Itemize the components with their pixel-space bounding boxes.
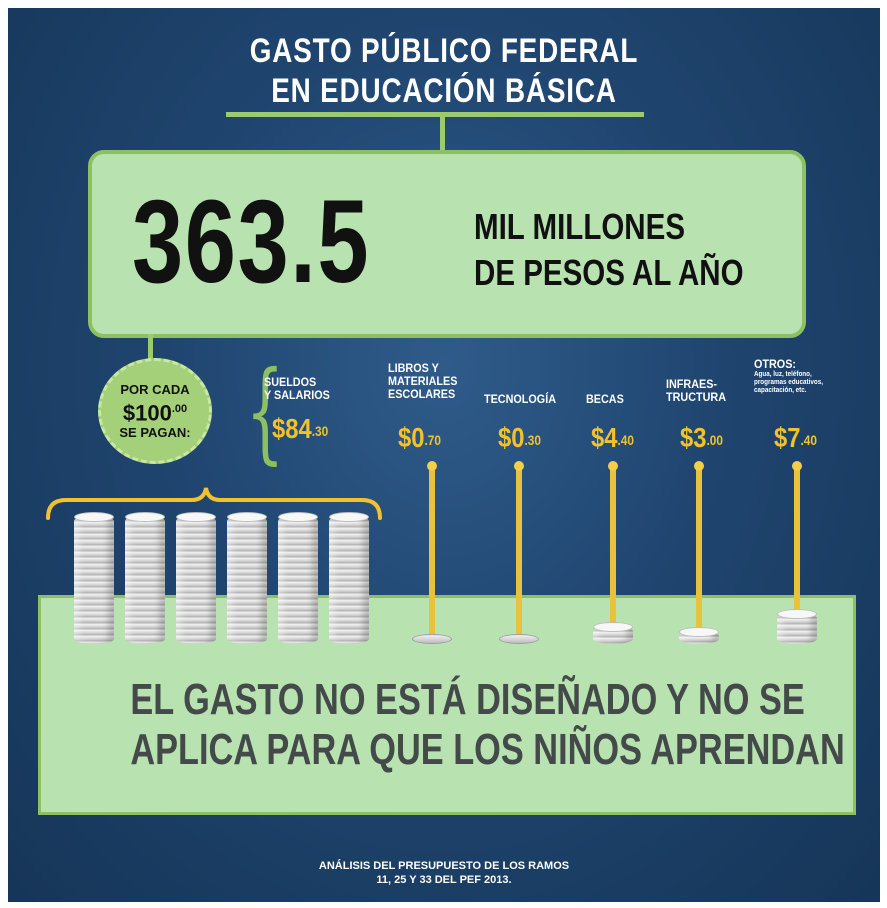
- pole-5: [694, 461, 704, 631]
- coin-stack-salaries-4: [227, 512, 267, 644]
- total-box: 363.5 MIL MILLONES DE PESOS AL AÑO: [88, 150, 806, 338]
- amount-cents: .30: [311, 423, 329, 439]
- pole-6: [792, 461, 802, 613]
- amount-whole: $0: [398, 422, 425, 453]
- coin-2: [412, 634, 452, 644]
- amount-whole: $84: [272, 413, 312, 444]
- title-underline: [226, 112, 644, 117]
- category-amount-2: $0.70: [398, 423, 441, 453]
- source-line-1: ANÁLISIS DEL PRESUPUESTO DE LOS RAMOS: [318, 860, 570, 872]
- badge-amount-whole: $100: [122, 400, 172, 426]
- category-amount-5: $3.00: [680, 423, 723, 453]
- category-label-6: OTROS: Agua, luz, teléfono, programas edu…: [754, 358, 823, 395]
- brace-icon: {: [245, 347, 285, 475]
- amount-cents: .40: [617, 432, 635, 448]
- coin-stack-salaries-1: [74, 512, 114, 644]
- coin-stack-4: [593, 622, 633, 644]
- title-line-1: GASTO PÚBLICO FEDERAL: [249, 32, 639, 70]
- pole-tip: [694, 461, 704, 471]
- coin-stack-salaries-2: [125, 512, 165, 644]
- infographic: GASTO PÚBLICO FEDERAL EN EDUCACIÓN BÁSIC…: [8, 8, 880, 902]
- category-amount-4: $4.40: [591, 423, 634, 453]
- amount-whole: $4: [591, 422, 618, 453]
- category-amount-3: $0.30: [498, 423, 541, 453]
- pole-tip: [792, 461, 802, 471]
- amount-whole: $7: [774, 422, 801, 453]
- total-unit-line-2: DE PESOS AL AÑO: [474, 252, 744, 293]
- amount-cents: .30: [524, 432, 542, 448]
- coin-stack-6: [777, 609, 817, 644]
- badge-line-1: POR CADA: [120, 381, 190, 397]
- category-label-4: BECAS: [586, 392, 624, 406]
- category-label-2: LIBROS Y MATERIALES ESCOLARES: [388, 361, 458, 401]
- category-sublabel: Agua, luz, teléfono, programas educativo…: [754, 371, 823, 394]
- message-box: EL GASTO NO ESTÁ DISEÑADO Y NO SE APLICA…: [38, 595, 856, 815]
- source-line-2: 11, 25 Y 33 DEL PEF 2013.: [376, 874, 512, 886]
- box-connector: [148, 334, 153, 360]
- amount-cents: .40: [800, 432, 818, 448]
- message-line-1: EL GASTO NO ESTÁ DISEÑADO Y NO SE: [130, 675, 805, 724]
- category-amount-1: $84.30: [272, 414, 328, 444]
- pole-4: [608, 461, 618, 626]
- total-value: 363.5: [132, 176, 371, 308]
- amount-whole: $0: [498, 422, 525, 453]
- category-label-1: SUELDOS Y SALARIOS: [264, 375, 330, 402]
- coin-stack-5: [679, 627, 719, 644]
- total-unit-line-1: MIL MILLONES: [474, 206, 686, 247]
- badge-amount-cents: .00: [171, 402, 188, 415]
- pole-2: [427, 461, 437, 638]
- category-label-5: INFRAES- TRUCTURA: [666, 377, 726, 404]
- category-amount-6: $7.40: [774, 423, 817, 453]
- badge-amount: $100.00: [123, 397, 187, 425]
- coin-3: [499, 634, 539, 644]
- amount-whole: $3: [680, 422, 707, 453]
- coin-stack-salaries-3: [176, 512, 216, 644]
- pole-3: [514, 461, 524, 638]
- per-100-badge: POR CADA $100.00 SE PAGAN:: [98, 358, 212, 464]
- title-line-2: EN EDUCACIÓN BÁSICA: [271, 72, 617, 110]
- coin-stack-salaries-5: [278, 512, 318, 644]
- category-label-head: OTROS:: [754, 357, 797, 371]
- pole-tip: [608, 461, 618, 471]
- salaries-bracket: [46, 487, 382, 520]
- amount-cents: .70: [424, 432, 442, 448]
- message-line-2: APLICA PARA QUE LOS NIÑOS APRENDAN: [130, 725, 845, 774]
- pole-tip: [427, 461, 437, 471]
- amount-cents: .00: [706, 432, 724, 448]
- coin-stack-salaries-6: [329, 512, 369, 644]
- category-label-3: TECNOLOGÍA: [484, 392, 556, 406]
- badge-line-3: SE PAGAN:: [119, 425, 191, 441]
- title-connector: [440, 114, 445, 152]
- pole-tip: [514, 461, 524, 471]
